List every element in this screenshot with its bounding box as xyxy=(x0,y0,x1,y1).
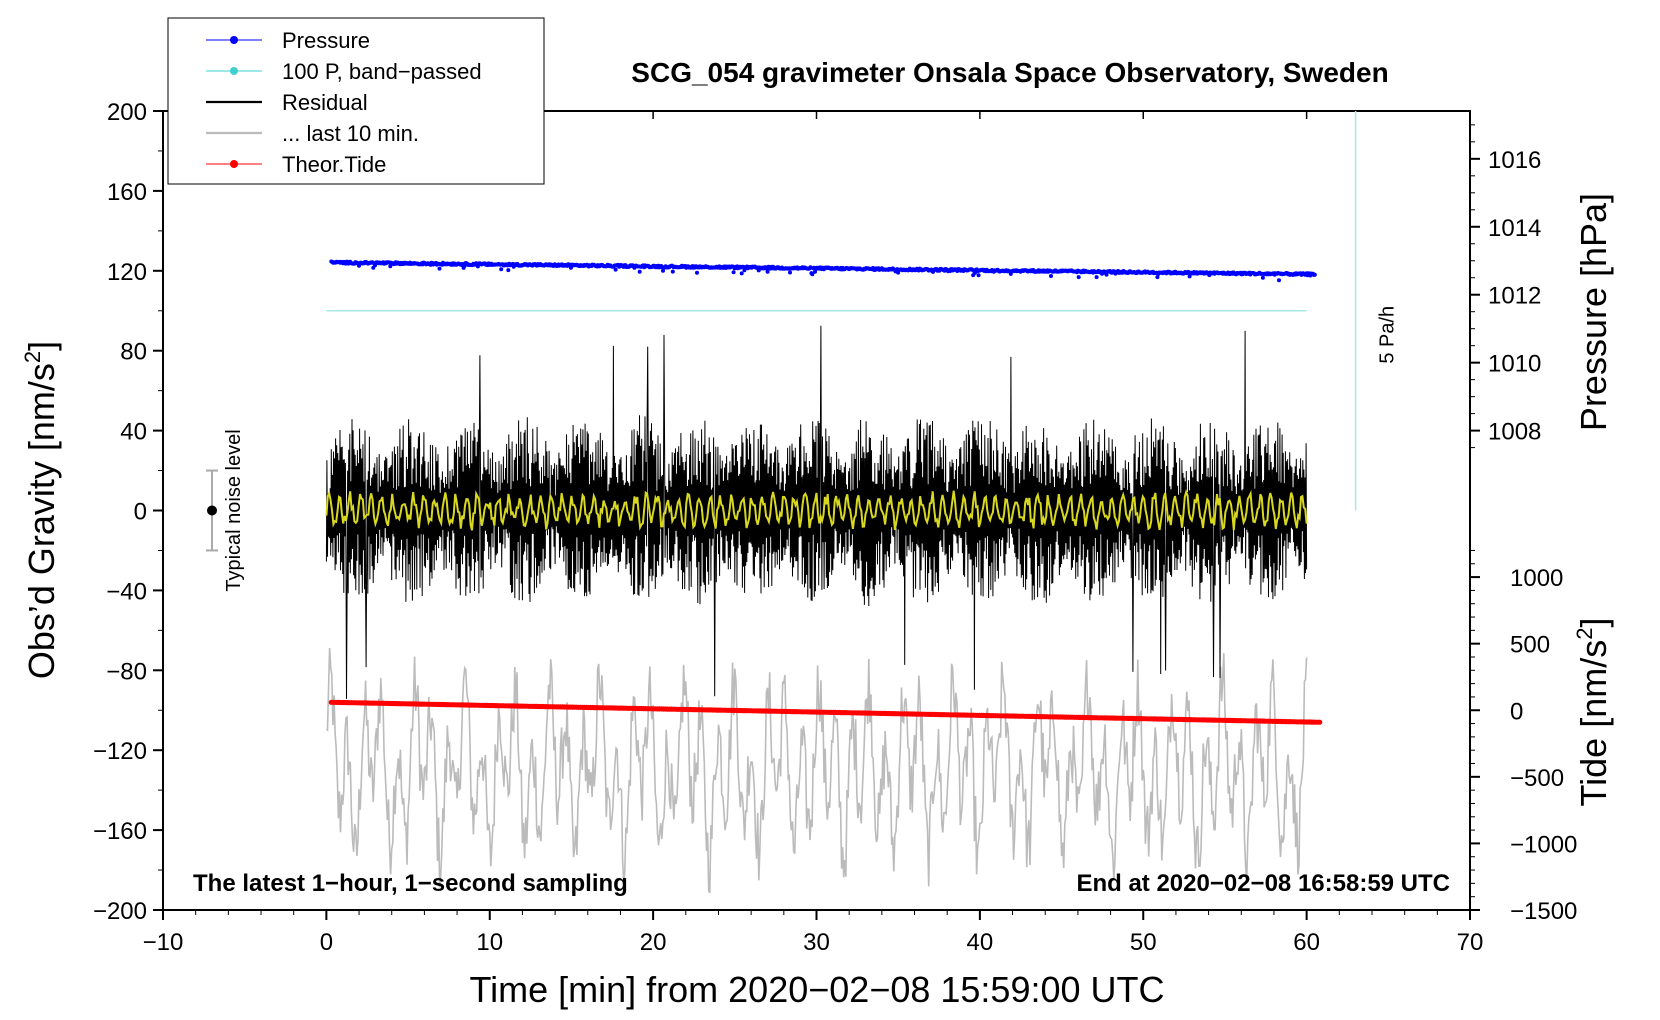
pressure-point xyxy=(670,269,675,274)
chart-title: SCG_054 gravimeter Onsala Space Observat… xyxy=(631,57,1388,88)
x-tick-label: 40 xyxy=(967,929,994,956)
pressure-tick-label: 1014 xyxy=(1488,215,1541,242)
pressure-point xyxy=(810,272,815,277)
y-axis-label-pressure: Pressure [hPa] xyxy=(1573,193,1614,431)
legend-label: Pressure xyxy=(282,28,370,53)
legend-label: Residual xyxy=(282,90,368,115)
noise-level-label: Typical noise level xyxy=(223,429,245,591)
x-tick-label: 70 xyxy=(1457,929,1484,956)
series-residual xyxy=(325,325,1308,699)
y-tick-label-left: −120 xyxy=(93,738,147,765)
pressure-point xyxy=(1312,272,1317,277)
noise-center-dot xyxy=(207,505,218,516)
tide-tick-label: 0 xyxy=(1510,698,1523,725)
pressure-point xyxy=(1076,275,1081,280)
tide-point xyxy=(1317,719,1323,725)
y-tick-label-left: 0 xyxy=(134,499,147,526)
legend-label: ... last 10 min. xyxy=(282,121,419,146)
pressure-point xyxy=(437,266,442,271)
y-tick-label-left: −200 xyxy=(93,898,147,925)
y-tick-label-left: 160 xyxy=(107,179,147,206)
y-tick-label-left: 200 xyxy=(107,99,147,126)
pressure-tick-label: 1012 xyxy=(1488,283,1541,310)
pressure-tick-label: 1010 xyxy=(1488,351,1541,378)
pressure-point xyxy=(1260,275,1265,280)
x-tick-label: 50 xyxy=(1130,929,1157,956)
series-layer xyxy=(325,259,1323,894)
pressure-point xyxy=(1277,278,1281,283)
legend-marker xyxy=(230,160,238,168)
pressure-point xyxy=(1155,275,1160,280)
pressure-point xyxy=(661,268,665,273)
axes-layer: −10 0 10 20 30 40 50 60 70 −200 −160 −120 −80 −40 0 40 8… xyxy=(93,99,1577,956)
pressure-point xyxy=(506,268,511,273)
annotation-sampling: The latest 1−hour, 1−second sampling xyxy=(193,870,628,897)
pressure-rate-label: 5 Pa/h xyxy=(1377,306,1399,364)
x-tick-label: 60 xyxy=(1293,929,1320,956)
pressure-tick-label: 1016 xyxy=(1488,147,1541,174)
pressure-point xyxy=(976,273,981,278)
pressure-point xyxy=(731,270,736,275)
x-tick-label: 30 xyxy=(803,929,830,956)
x-tick-label: 0 xyxy=(320,929,333,956)
legend-label: Theor.Tide xyxy=(282,152,386,177)
y-tick-label-left: 80 xyxy=(120,339,147,366)
tide-tick-label: 500 xyxy=(1510,632,1550,659)
series-residual-smoothed xyxy=(325,488,1308,531)
x-tick-label: 20 xyxy=(640,929,667,956)
y-tick-label-left: 120 xyxy=(107,259,147,286)
series-last-10-min xyxy=(325,648,1308,894)
x-tick-label: −10 xyxy=(143,929,184,956)
noise-level-indicator: Typical noise level xyxy=(206,429,245,592)
y-tick-label-left: −160 xyxy=(93,818,147,845)
legend-label: 100 P, band−passed xyxy=(282,59,482,84)
x-axis-label: Time [min] from 2020−02−08 15:59:00 UTC xyxy=(469,969,1164,1010)
pressure-point xyxy=(499,267,504,272)
pressure-point xyxy=(788,270,792,275)
legend: Pressure 100 P, band−passed Residual ... la… xyxy=(167,17,545,185)
pressure-point xyxy=(1094,275,1099,280)
series-pressure xyxy=(329,259,1317,283)
y-tick-label-left: −40 xyxy=(106,578,147,605)
tide-tick-label: 1000 xyxy=(1510,565,1563,592)
pressure-point xyxy=(739,271,744,276)
y-tick-label-left: 40 xyxy=(120,419,147,446)
pressure-point xyxy=(613,267,618,272)
tide-tick-label: −500 xyxy=(1510,765,1564,792)
pressure-tick-label: 1008 xyxy=(1488,419,1541,446)
legend-marker xyxy=(230,67,238,75)
pressure-point xyxy=(765,269,770,274)
annotation-end-time: End at 2020−02−08 16:58:59 UTC xyxy=(1076,870,1450,897)
x-tick-label: 10 xyxy=(476,929,503,956)
tide-tick-label: −1500 xyxy=(1510,898,1577,925)
y-axis-label-left: Obs’d Gravity [nm/s2] xyxy=(20,341,62,679)
pressure-point xyxy=(637,269,642,274)
pressure-point xyxy=(1049,274,1053,278)
y-axis-label-tide: Tide [nm/s2] xyxy=(1572,618,1614,807)
legend-marker xyxy=(230,36,238,44)
series-theor-tide xyxy=(328,699,1323,725)
tide-tick-label: −1000 xyxy=(1510,831,1577,858)
pressure-rate-indicator: 5 Pa/h xyxy=(1354,111,1399,511)
y-tick-label-left: −80 xyxy=(106,658,147,685)
pressure-point xyxy=(695,270,699,275)
